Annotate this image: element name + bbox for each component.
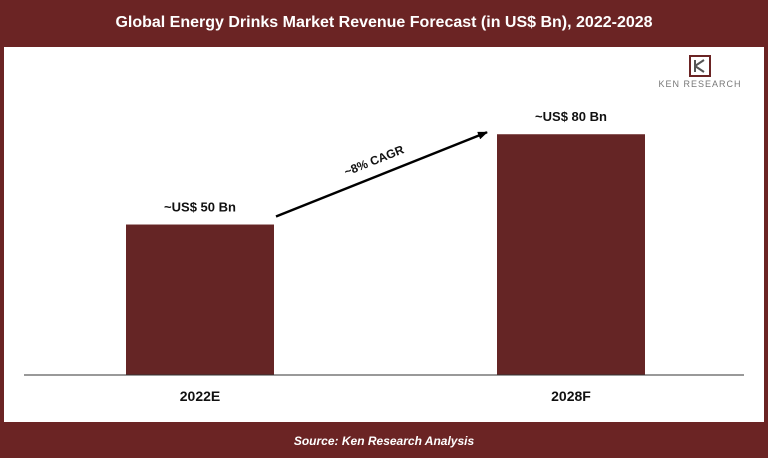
x-tick-label-2022e: 2022E bbox=[180, 388, 220, 404]
ken-research-logo: KEN RESEARCH bbox=[648, 55, 752, 89]
logo-icon bbox=[689, 55, 711, 77]
cagr-label: ~8% CAGR bbox=[342, 142, 406, 178]
source-note: Source: Ken Research Analysis bbox=[0, 424, 768, 458]
bar-2028f bbox=[497, 134, 645, 375]
logo-text: KEN RESEARCH bbox=[658, 79, 742, 89]
plot-area: ~US$ 50 Bn 2022E ~US$ 80 Bn 2028F ~8% CAGR … bbox=[4, 47, 764, 422]
cagr-arrow bbox=[275, 131, 488, 218]
bar-2022e bbox=[126, 224, 274, 375]
chart-title: Global Energy Drinks Market Revenue Fore… bbox=[0, 0, 768, 46]
data-label-2028f: ~US$ 80 Bn bbox=[535, 109, 607, 124]
data-label-2022e: ~US$ 50 Bn bbox=[164, 200, 236, 215]
bar-chart: ~US$ 50 Bn 2022E ~US$ 80 Bn 2028F ~8% CAGR bbox=[24, 109, 744, 404]
labels-layer: ~US$ 50 Bn 2022E ~US$ 80 Bn 2028F bbox=[164, 109, 607, 404]
x-tick-label-2028f: 2028F bbox=[551, 388, 591, 404]
bars-layer bbox=[126, 134, 645, 375]
